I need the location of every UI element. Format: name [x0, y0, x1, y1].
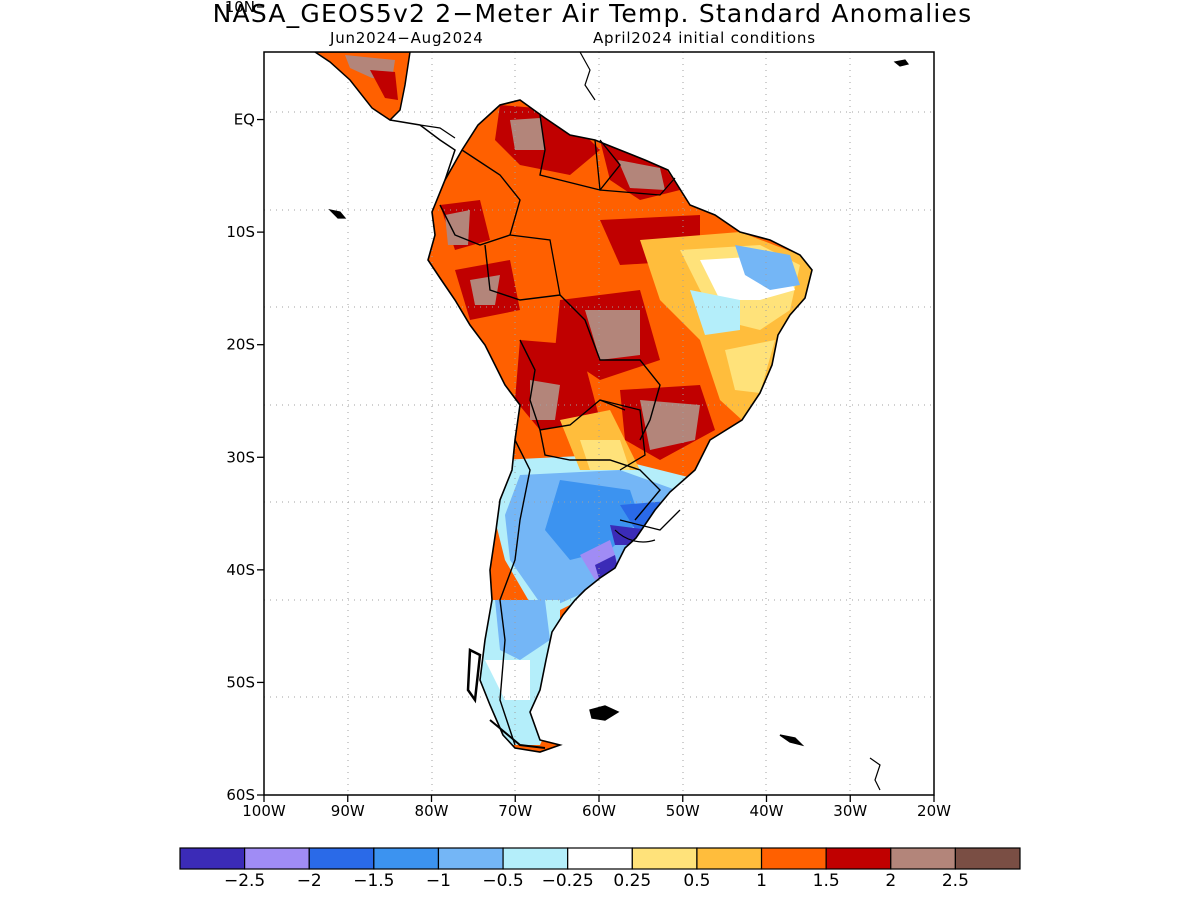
colorbar-swatch [179, 847, 246, 870]
lon-tick-label: 70W [498, 802, 532, 820]
coastlines [328, 51, 910, 791]
colorbar-swatch [437, 847, 504, 870]
colorbar-label: −2 [297, 871, 322, 891]
lon-tick-label: 90W [331, 802, 365, 820]
lat-tick-label: 10N [225, 0, 255, 16]
lat-tick-label: 40S [226, 561, 255, 579]
colorbar-swatch [567, 847, 633, 870]
colorbar-swatch [760, 847, 827, 870]
lon-tick-label: 20W [917, 802, 951, 820]
colorbar-label: 2 [885, 871, 896, 891]
colorbar-label: 1 [756, 871, 767, 891]
colorbar-label: −2.5 [224, 871, 265, 891]
colorbar-swatch [890, 847, 956, 870]
map-title: NASA_GEOS5v2 2−Meter Air Temp. Standard … [212, 0, 973, 28]
colorbar-label: 0.5 [683, 871, 710, 891]
latitude-axis: 10N EQ 10S 20S 30S 40S 50S 60S [225, 0, 264, 804]
lat-tick-label: 20S [226, 336, 255, 354]
colorbar-label: −1.5 [353, 871, 394, 891]
colorbar-label: −0.25 [542, 871, 594, 891]
lat-tick-label: 30S [226, 448, 255, 466]
lat-tick-label: 60S [226, 786, 255, 804]
colorbar-label: −0.5 [482, 871, 523, 891]
initial-conditions: April2024 initial conditions [593, 29, 816, 47]
colorbar-swatch [244, 847, 310, 870]
colorbar-swatch [373, 847, 440, 870]
lon-tick-label: 100W [242, 802, 286, 820]
lon-tick-label: 30W [833, 802, 867, 820]
colorbar-label: 0.25 [613, 871, 651, 891]
colorbar-swatch [696, 847, 763, 870]
lon-tick-label: 50W [666, 802, 700, 820]
colorbar-label: −1 [426, 871, 451, 891]
colorbar-swatch [308, 847, 375, 870]
lon-tick-label: 40W [750, 802, 784, 820]
forecast-period: Jun2024−Aug2024 [330, 29, 484, 47]
colorbar-swatch [631, 847, 698, 870]
colorbar-label: 2.5 [942, 871, 969, 891]
colorbar-label: 1.5 [813, 871, 840, 891]
colorbar-swatch [502, 847, 569, 870]
lat-tick-label: 50S [226, 673, 255, 691]
colorbar-swatch [825, 847, 892, 870]
lat-tick-label: EQ [234, 111, 255, 129]
longitude-axis: 100W 90W 80W 70W 60W 50W 40W 30W 20W [242, 795, 951, 820]
grid-lines [264, 52, 934, 795]
colorbar-swatch [954, 847, 1021, 870]
lon-tick-label: 60W [582, 802, 616, 820]
lon-tick-label: 80W [415, 802, 449, 820]
colorbar: −2.5 −2 −1.5 −1 −0.5 −0.25 0.25 0.5 1 1.5 2 2.5 [179, 847, 1021, 891]
central-america [313, 52, 456, 181]
lat-tick-label: 10S [226, 223, 255, 241]
